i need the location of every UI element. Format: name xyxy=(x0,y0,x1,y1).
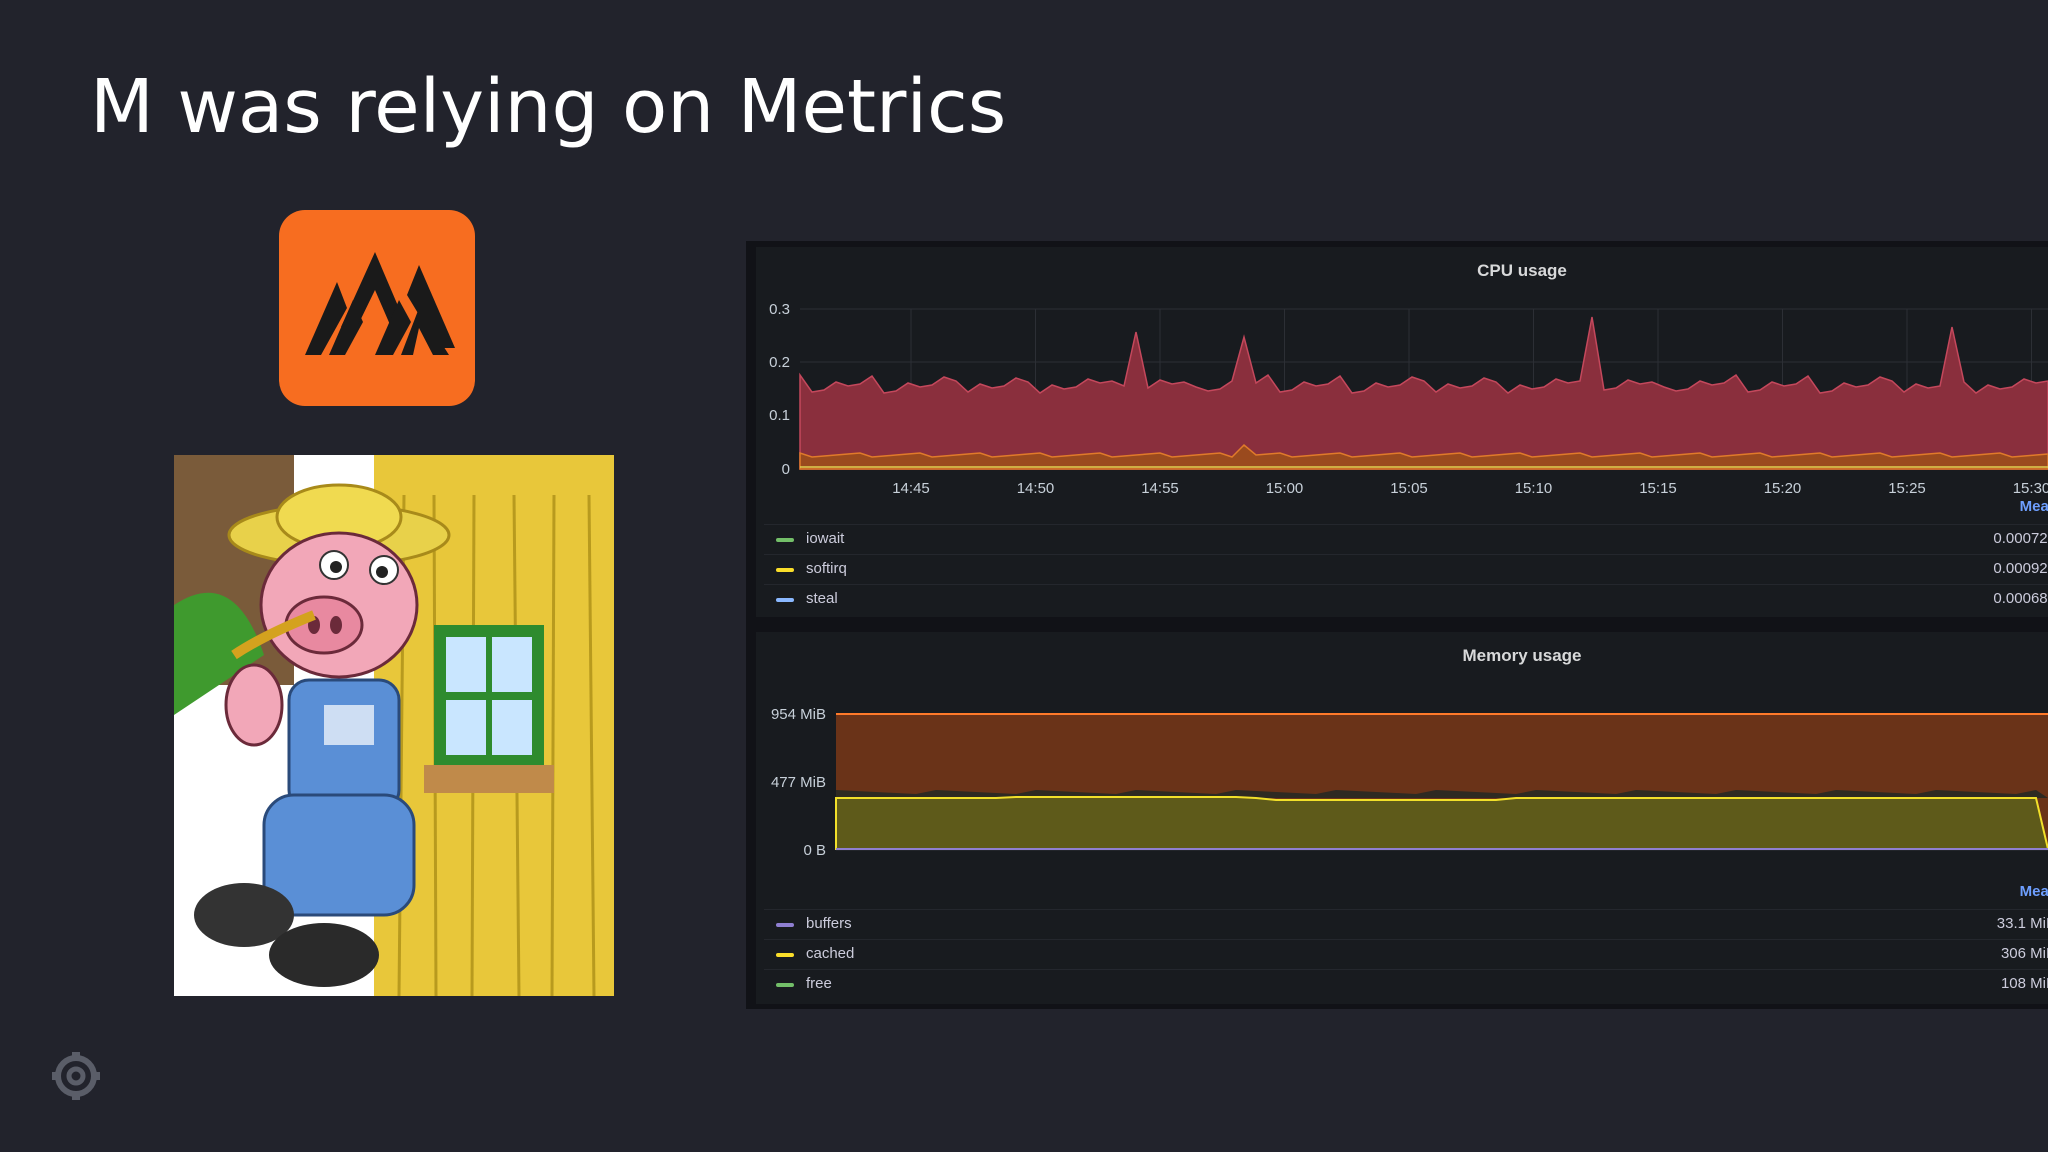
memory-y-ticks: 954 MiB 477 MiB 0 B xyxy=(771,706,826,859)
memory-y-tick: 0 B xyxy=(803,842,826,859)
legend-value: 0.000720 xyxy=(1993,530,2048,547)
legend-label[interactable]: softirq xyxy=(806,560,847,577)
legend-swatch xyxy=(776,538,794,542)
legend-label[interactable]: free xyxy=(806,975,832,992)
slide-title: M was relying on Metrics xyxy=(90,64,1007,150)
memory-legend-row-cached[interactable]: cached 306 MiB xyxy=(764,939,2048,970)
legend-label[interactable]: cached xyxy=(806,945,855,962)
memory-legend-row-free[interactable]: free 108 MiB xyxy=(764,969,2048,1000)
legend-value: 108 MiB xyxy=(2000,975,2048,992)
x-tick-label: 15:00 xyxy=(1266,480,1304,497)
cpu-panel-title: CPU usage xyxy=(1477,261,1567,280)
memory-panel-title: Memory usage xyxy=(1462,646,1582,665)
x-tick-label: 15:15 xyxy=(1639,480,1677,497)
cpu-usage-panel: CPU usage 0.3 0.2 0.1 0 14:45 14:50 14:55 1… xyxy=(756,247,2048,617)
memory-usage-panel: Memory usage 954 MiB 477 MiB 0 B 14:4514… xyxy=(756,632,2048,1004)
cpu-legend-row-softirq[interactable]: softirq 0.000920 xyxy=(764,554,2048,585)
memory-y-tick: 954 MiB xyxy=(771,706,826,723)
cpu-y-ticks: 0.3 0.2 0.1 0 xyxy=(769,301,790,478)
x-tick-label: 15:20 xyxy=(1764,480,1802,497)
legend-value: 0.000920 xyxy=(1993,560,2048,577)
memory-legend-mean-header[interactable]: Mean xyxy=(2019,883,2048,900)
grafana-logo-icon xyxy=(50,1050,102,1102)
x-tick-label: 15:10 xyxy=(1515,480,1553,497)
memory-legend-row-buffers[interactable]: buffers 33.1 MiB xyxy=(764,909,2048,940)
memory-usage-graph: 954 MiB 477 MiB 0 B 14:4514:5014:5515:00… xyxy=(771,706,2048,859)
legend-value: 33.1 MiB xyxy=(1996,915,2048,932)
legend-swatch xyxy=(776,598,794,602)
cpu-y-tick: 0.1 xyxy=(769,407,790,424)
x-tick-label: 14:45 xyxy=(892,480,930,497)
grafana-dashboard-screenshot: CPU usage 0.3 0.2 0.1 0 14:45 14:50 14:55 1… xyxy=(746,241,2048,1009)
legend-swatch xyxy=(776,983,794,987)
cpu-y-tick: 0.3 xyxy=(769,301,790,318)
x-tick-label: 15:05 xyxy=(1390,480,1428,497)
cpu-usage-graph: 0.3 0.2 0.1 0 14:45 14:50 14:55 15:00 15:05 1… xyxy=(769,301,2048,497)
m-logo-icon xyxy=(279,210,475,406)
legend-value: 306 MiB xyxy=(2000,945,2048,962)
memory-y-tick: 477 MiB xyxy=(771,774,826,791)
x-tick-label: 15:25 xyxy=(1888,480,1926,497)
legend-label[interactable]: steal xyxy=(806,590,838,607)
legend-value: 0.000681 xyxy=(1993,590,2048,607)
legend-label[interactable]: buffers xyxy=(806,915,852,932)
cpu-legend-row-steal[interactable]: steal 0.000681 xyxy=(764,584,2048,615)
cpu-x-ticks: 14:45 14:50 14:55 15:00 15:05 15:10 15:15 15:20… xyxy=(892,480,2048,497)
legend-label[interactable]: iowait xyxy=(806,530,845,547)
legend-swatch xyxy=(776,923,794,927)
cpu-y-tick: 0.2 xyxy=(769,354,790,371)
cpu-y-tick: 0 xyxy=(782,461,790,478)
cpu-legend-mean-header[interactable]: Mean xyxy=(2019,498,2048,515)
x-tick-label: 15:30 xyxy=(2013,480,2048,497)
cpu-legend-row-iowait[interactable]: iowait 0.000720 xyxy=(764,524,2048,555)
x-tick-label: 14:50 xyxy=(1017,480,1055,497)
legend-swatch xyxy=(776,953,794,957)
pig-illustration xyxy=(174,455,614,996)
legend-swatch xyxy=(776,568,794,572)
x-tick-label: 14:55 xyxy=(1141,480,1179,497)
